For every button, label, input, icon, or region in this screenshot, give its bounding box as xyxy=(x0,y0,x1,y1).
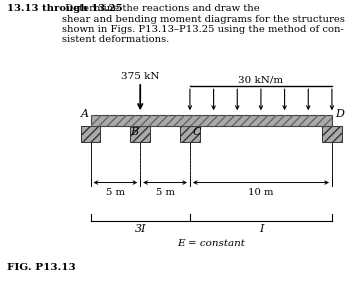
Text: E = constant: E = constant xyxy=(177,239,245,248)
Bar xyxy=(91,115,332,126)
Text: FIG. P13.13: FIG. P13.13 xyxy=(7,263,76,272)
Bar xyxy=(81,126,100,142)
Bar xyxy=(91,115,332,126)
Text: D: D xyxy=(335,109,344,119)
Text: C: C xyxy=(193,127,201,137)
Text: Determine the reactions and draw the
shear and bending moment diagrams for the s: Determine the reactions and draw the she… xyxy=(62,4,345,44)
Bar xyxy=(180,126,200,142)
Text: 3I: 3I xyxy=(135,224,146,233)
Text: 10 m: 10 m xyxy=(248,188,274,197)
Bar xyxy=(131,126,150,142)
Text: I: I xyxy=(259,224,263,233)
Text: 5 m: 5 m xyxy=(155,188,175,197)
Text: 13.13 through 13.25: 13.13 through 13.25 xyxy=(7,4,123,13)
Bar xyxy=(322,126,342,142)
Text: A: A xyxy=(81,109,89,119)
Text: 30 kN/m: 30 kN/m xyxy=(238,75,284,84)
Text: B: B xyxy=(130,127,138,137)
Text: 375 kN: 375 kN xyxy=(121,72,159,81)
Text: 5 m: 5 m xyxy=(106,188,125,197)
